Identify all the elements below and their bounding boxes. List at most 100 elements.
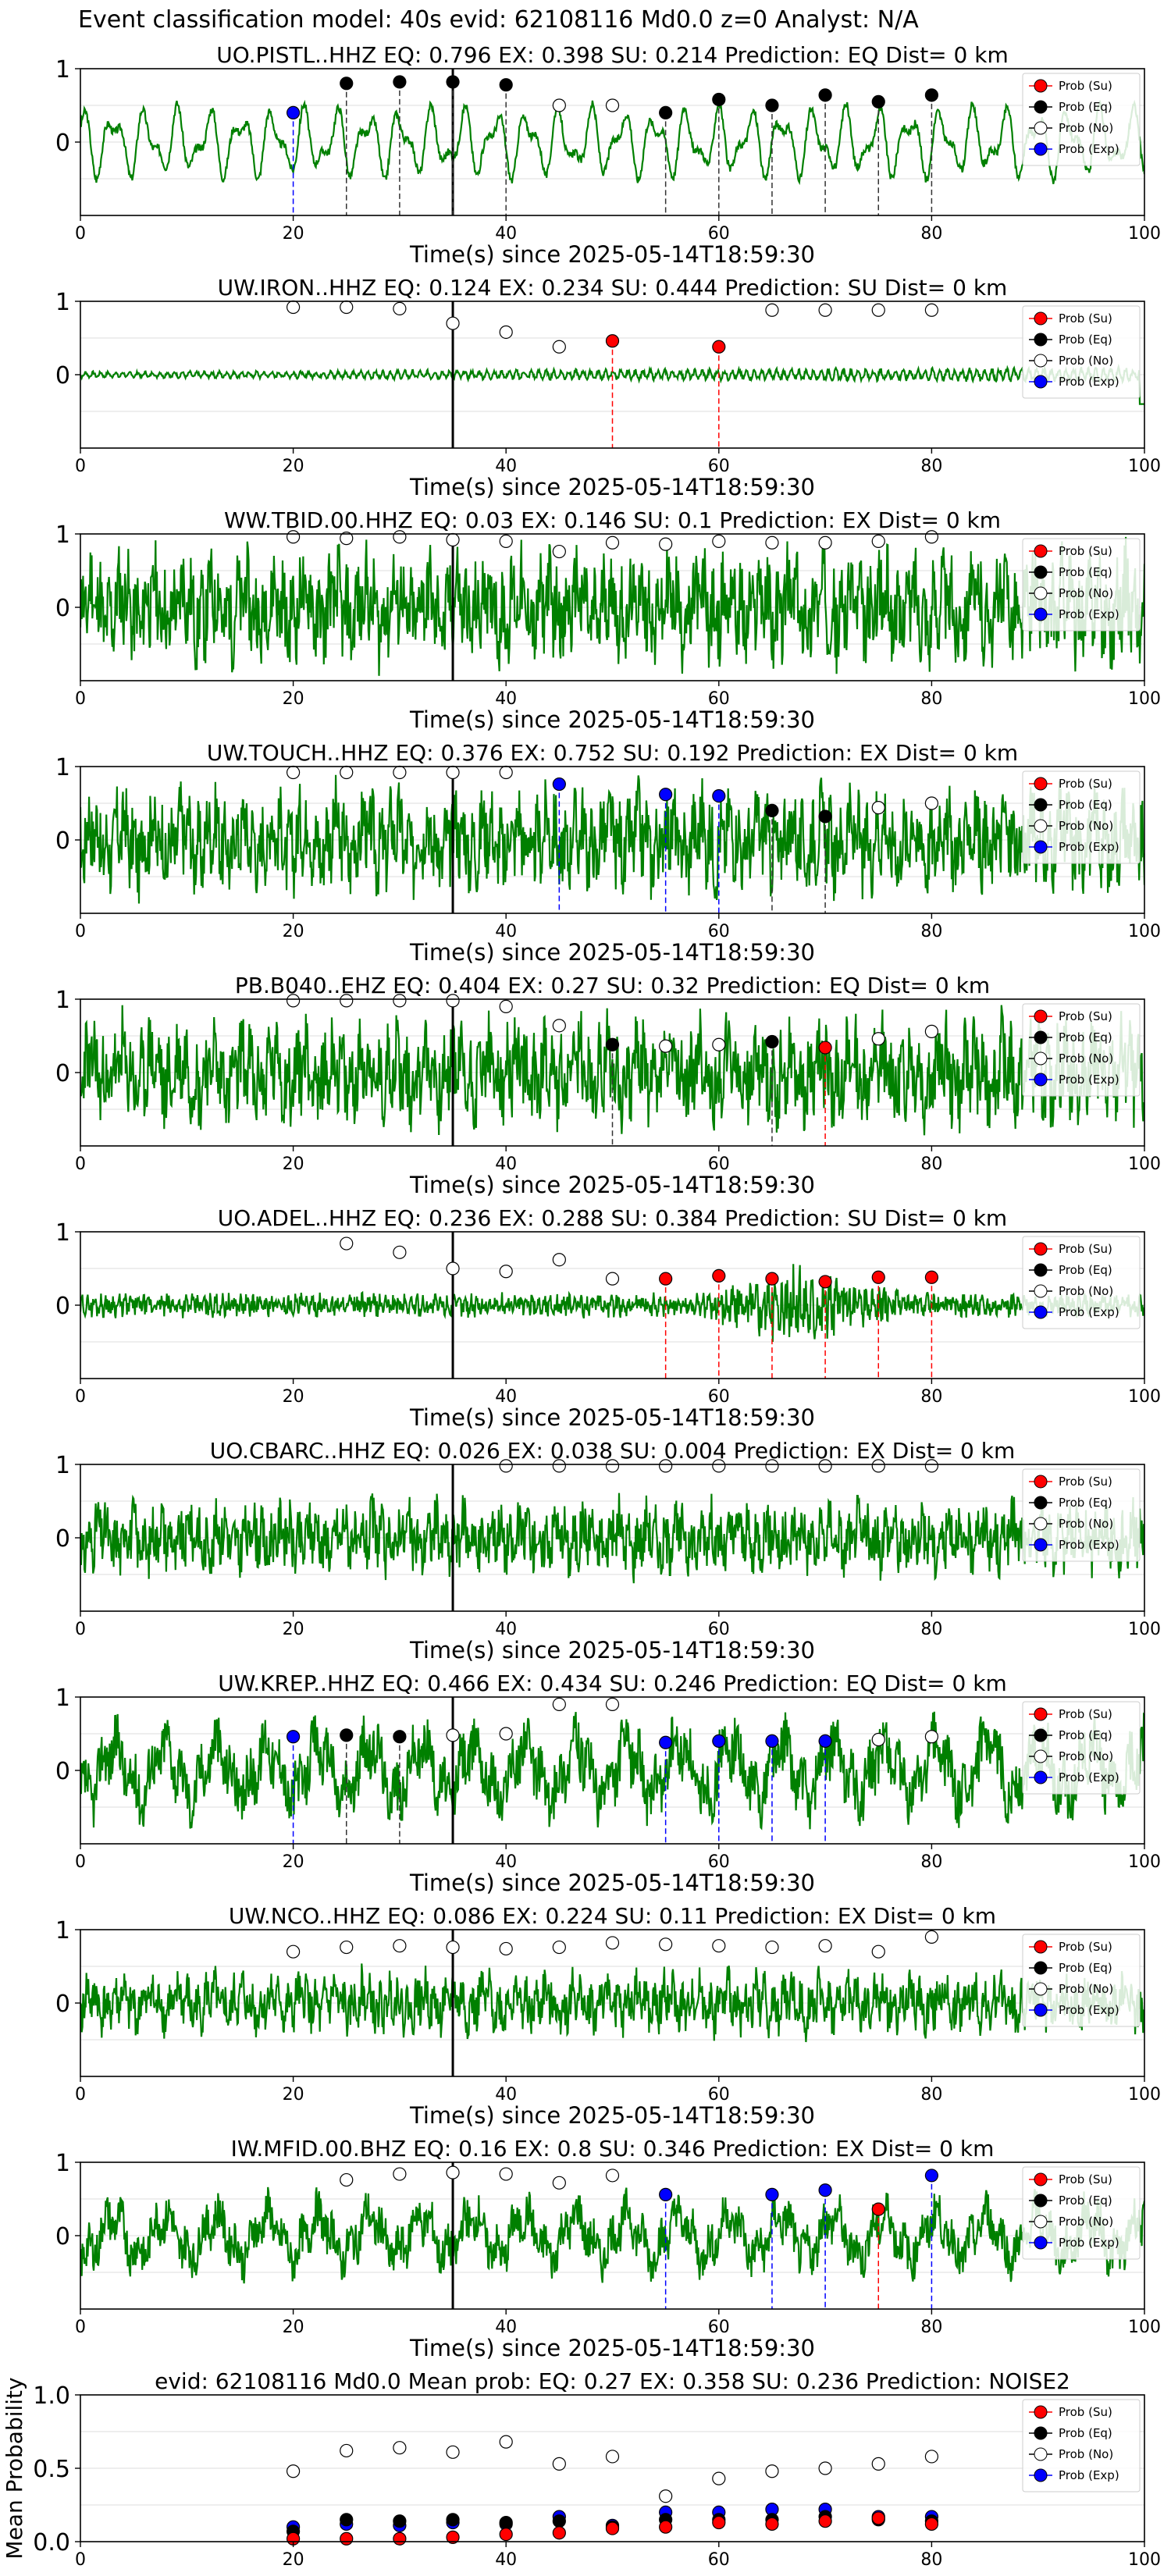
x-tick-label: 20	[283, 224, 304, 244]
x-tick-label: 40	[495, 2085, 517, 2105]
panel-title: UO.PISTL..HHZ EQ: 0.796 EX: 0.398 SU: 0.…	[216, 42, 1009, 68]
legend-label: Prob (Su)	[1059, 1009, 1112, 1023]
prediction-marker-no	[287, 530, 301, 544]
prediction-marker-no	[552, 1253, 566, 1267]
prediction-marker-su	[871, 2202, 885, 2216]
x-axis-label: Time(s) since 2025-05-14T18:59:30	[409, 706, 815, 733]
prediction-marker-no	[605, 1936, 620, 1950]
prediction-marker-no	[924, 1459, 939, 1473]
prediction-marker-no	[287, 300, 301, 315]
legend-label: Prob (Su)	[1059, 79, 1112, 93]
prediction-marker-su	[659, 1272, 673, 1286]
legend-marker-no	[1034, 2215, 1048, 2229]
waveform-trace	[80, 99, 1144, 186]
prediction-marker-su	[871, 1270, 885, 1284]
waveform-trace	[80, 1711, 1144, 1831]
legend-marker-eq	[1034, 1030, 1048, 1044]
legend-label: Prob (Su)	[1059, 1940, 1112, 1954]
x-tick-label: 80	[920, 1155, 942, 1174]
legend-marker-su	[1034, 1009, 1048, 1023]
waveform-trace	[80, 1493, 1144, 1584]
mean-marker-su	[340, 2532, 354, 2546]
prediction-marker-no	[340, 300, 354, 315]
prediction-marker-no	[605, 1697, 620, 1711]
legend-marker-exp	[1034, 607, 1048, 621]
x-tick-label: 40	[495, 1620, 517, 1639]
prediction-marker-no	[393, 2167, 407, 2181]
prediction-marker-eq	[499, 78, 513, 92]
prediction-marker-no	[765, 535, 779, 550]
prediction-marker-exp	[924, 2169, 939, 2183]
legend-marker-su	[1034, 1940, 1048, 1954]
prediction-marker-no	[499, 1727, 513, 1741]
waveform-trace	[80, 536, 1144, 676]
panel-title: evid: 62108116 Md0.0 Mean prob: EQ: 0.27…	[155, 2368, 1070, 2394]
panel-8: UW.KREP..HHZ EQ: 0.466 EX: 0.434 SU: 0.2…	[55, 1670, 1161, 1896]
legend-label: Prob (No)	[1059, 354, 1113, 368]
x-tick-label: 60	[708, 1155, 730, 1174]
x-tick-label: 60	[708, 1620, 730, 1639]
panel-title: UW.NCO..HHZ EQ: 0.086 EX: 0.224 SU: 0.11…	[229, 1903, 996, 1929]
mean-marker-eq	[446, 2513, 460, 2527]
legend-marker-su	[1034, 1242, 1048, 1256]
legend-box	[1022, 1236, 1141, 1329]
y-tick-label: 0	[55, 2223, 70, 2250]
prediction-marker-eq	[340, 76, 354, 91]
x-axis-label: Time(s) since 2025-05-14T18:59:30	[409, 2335, 815, 2361]
x-tick-label: 40	[495, 1387, 517, 1407]
legend: Prob (Su) Prob (Eq) Prob (No) Prob (Exp)	[1022, 1934, 1141, 2027]
mean-marker-no	[605, 2450, 620, 2464]
prediction-marker-no	[924, 796, 939, 810]
legend-box	[1022, 2166, 1141, 2260]
legend-marker-su	[1034, 1707, 1048, 1721]
legend-label: Prob (Exp)	[1059, 2003, 1119, 2017]
panel-11: evid: 62108116 Md0.0 Mean prob: EQ: 0.27…	[2, 2368, 1161, 2570]
x-tick-label: 0	[75, 689, 86, 709]
x-tick-label: 0	[75, 922, 86, 941]
x-tick-label: 100	[1128, 1852, 1161, 1872]
x-tick-label: 60	[708, 224, 730, 244]
x-tick-label: 40	[495, 2550, 517, 2570]
legend-label: Prob (Eq)	[1059, 565, 1112, 579]
prediction-marker-no	[871, 303, 885, 317]
legend-marker-su	[1034, 311, 1048, 326]
prediction-marker-eq	[924, 88, 939, 102]
x-tick-label: 80	[920, 2085, 942, 2105]
x-axis-label: Time(s) since 2025-05-14T18:59:30	[409, 1172, 815, 1198]
prediction-marker-eq	[871, 94, 885, 109]
prediction-marker-no	[871, 1459, 885, 1473]
legend-marker-su	[1034, 777, 1048, 791]
y-tick-label: 0	[55, 1060, 70, 1087]
x-tick-label: 40	[495, 457, 517, 476]
x-tick-label: 100	[1128, 224, 1161, 244]
legend-marker-exp	[1034, 2003, 1048, 2017]
prediction-marker-no	[659, 537, 673, 551]
prediction-marker-no	[446, 2165, 460, 2179]
legend-marker-no	[1034, 354, 1048, 368]
prediction-marker-no	[393, 1939, 407, 1953]
waveform-trace	[80, 2186, 1144, 2284]
legend-label: Prob (Exp)	[1059, 142, 1119, 156]
mean-marker-su	[659, 2520, 673, 2534]
prediction-marker-exp	[659, 2187, 673, 2201]
legend-box	[1022, 1701, 1141, 1795]
mean-marker-eq	[340, 2513, 354, 2527]
prediction-marker-no	[818, 1939, 832, 1953]
prediction-marker-no	[871, 1732, 885, 1747]
prediction-marker-no	[605, 98, 620, 112]
prediction-marker-no	[287, 765, 301, 780]
prediction-marker-no	[552, 1697, 566, 1711]
mean-marker-su	[871, 2511, 885, 2525]
prediction-marker-no	[924, 530, 939, 544]
prediction-marker-no	[818, 303, 832, 317]
legend-marker-eq	[1034, 798, 1048, 812]
x-tick-label: 20	[283, 2318, 304, 2337]
prediction-marker-no	[552, 98, 566, 112]
x-tick-label: 20	[283, 1620, 304, 1639]
mean-marker-no	[287, 2464, 301, 2478]
x-tick-label: 0	[75, 2085, 86, 2105]
prediction-marker-su	[818, 1041, 832, 1055]
prediction-marker-exp	[712, 788, 726, 803]
prediction-marker-no	[340, 765, 354, 780]
